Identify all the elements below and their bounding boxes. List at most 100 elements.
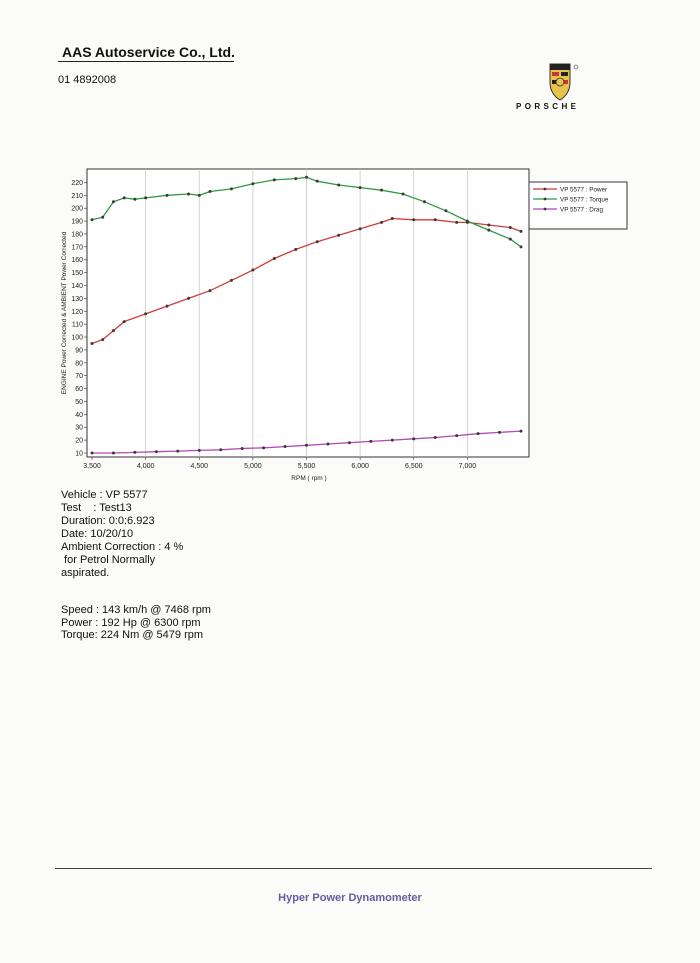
speed-stat: Speed : 143 km/h @ 7468 rpm xyxy=(61,604,211,616)
y-tick-label: 200 xyxy=(71,206,83,213)
drag-point xyxy=(476,432,480,436)
y-tick-label: 180 xyxy=(71,231,83,238)
torque-point xyxy=(401,192,405,196)
legend-marker-torque xyxy=(543,197,547,201)
drag-point xyxy=(412,437,416,441)
power-point xyxy=(315,240,319,244)
torque-point xyxy=(358,186,362,190)
x-tick-label: 5,500 xyxy=(298,463,316,470)
drag-point xyxy=(283,445,287,449)
y-tick-label: 110 xyxy=(72,322,83,329)
company-name: AAS Autoservice Co., Ltd. xyxy=(62,44,235,60)
y-tick-label: 120 xyxy=(71,309,83,316)
torque-point xyxy=(197,193,201,197)
torque-point xyxy=(508,237,512,241)
petrol-text: for Petrol Normally xyxy=(61,554,156,566)
torque-point xyxy=(187,192,191,196)
power-point xyxy=(337,233,341,237)
power-point xyxy=(358,227,362,231)
drag-point xyxy=(262,446,266,450)
y-axis-label: ENGINE Power Corrected & AMBIENT Power C… xyxy=(61,231,68,394)
torque-point xyxy=(122,196,126,200)
torque-point xyxy=(251,182,255,186)
drag-point xyxy=(197,448,201,452)
brand-wordmark: PORSCHE xyxy=(516,102,580,111)
torque-point xyxy=(229,187,233,191)
porsche-crest-icon xyxy=(512,62,608,112)
legend-marker-power xyxy=(543,187,547,191)
x-axis-label: RPM ( rpm ) xyxy=(291,475,326,482)
drag-point xyxy=(305,443,308,447)
drag-point xyxy=(90,451,94,455)
drag-point xyxy=(219,448,223,452)
torque-point xyxy=(133,197,137,201)
drag-point xyxy=(455,434,459,438)
test-name-text: Test : Test13 xyxy=(61,502,132,514)
company-underline xyxy=(58,61,234,62)
drag-point xyxy=(433,436,437,440)
drag-point xyxy=(326,442,330,446)
torque-point xyxy=(272,178,276,182)
x-tick-label: 5,000 xyxy=(244,463,262,470)
y-tick-label: 100 xyxy=(71,335,83,342)
drag-point xyxy=(176,449,180,453)
drag-point xyxy=(154,450,158,454)
legend-label-drag: VP 5577 : Drag xyxy=(560,206,603,213)
x-tick-label: 6,500 xyxy=(405,463,423,470)
y-tick-label: 10 xyxy=(75,451,83,458)
torque-point xyxy=(444,209,448,213)
x-tick-label: 4,000 xyxy=(137,463,155,470)
torque-point xyxy=(422,200,426,204)
y-tick-label: 30 xyxy=(75,425,83,432)
plot-area xyxy=(86,168,530,458)
legend: VP 5577 : Power VP 5577 : Torque VP 5577 :… xyxy=(528,181,628,230)
peak-stats: Speed : 143 km/h @ 7468 rpm Power : 192 … xyxy=(61,604,211,642)
vehicle-text: Vehicle : VP 5577 xyxy=(61,489,148,501)
power-point xyxy=(433,218,437,222)
y-axis-ticks: 10 20 30 40 50 60 70 80 90 100 110 120 130 140 150 160 1… xyxy=(71,180,87,458)
drag-point xyxy=(369,439,373,443)
drag-point xyxy=(347,441,351,445)
torque-point xyxy=(305,175,308,179)
aspirated-text: aspirated. xyxy=(61,567,110,579)
y-tick-label: 190 xyxy=(71,219,83,226)
torque-line xyxy=(91,176,522,248)
power-point xyxy=(229,278,233,282)
torque-stat: Torque: 224 Nm @ 5479 rpm xyxy=(61,629,204,641)
power-point xyxy=(508,226,512,230)
torque-point xyxy=(208,189,212,193)
y-tick-label: 150 xyxy=(71,270,83,277)
y-tick-label: 160 xyxy=(71,257,83,264)
drag-point xyxy=(240,446,244,450)
torque-point xyxy=(144,196,148,200)
power-point xyxy=(519,229,523,233)
y-tick-label: 140 xyxy=(71,283,83,290)
power-point xyxy=(272,256,276,260)
power-point xyxy=(294,247,298,251)
footer-title: Hyper Power Dynamometer xyxy=(278,892,422,904)
torque-point xyxy=(165,193,169,197)
drag-point xyxy=(498,430,502,434)
torque-point xyxy=(519,245,523,249)
torque-point xyxy=(294,177,298,181)
power-point xyxy=(390,217,394,221)
torque-point xyxy=(315,179,319,183)
torque-point xyxy=(337,183,341,187)
phone-number: 01 4892008 xyxy=(58,74,117,86)
power-point xyxy=(122,320,126,324)
power-stat: Power : 192 Hp @ 6300 rpm xyxy=(61,616,201,629)
ambient-correction-text: Ambient Correction : 4 % xyxy=(61,541,184,553)
torque-point xyxy=(487,228,491,232)
test-info: Vehicle : VP 5577 Test : Test13 Duration… xyxy=(61,489,183,580)
y-tick-label: 220 xyxy=(71,180,83,187)
y-tick-label: 170 xyxy=(71,244,83,251)
y-tick-label: 210 xyxy=(71,193,83,200)
y-tick-label: 90 xyxy=(75,347,83,354)
power-point xyxy=(455,220,459,224)
power-point xyxy=(380,220,384,224)
power-point xyxy=(251,268,255,272)
legend-label-power: VP 5577 : Power xyxy=(560,186,607,193)
date-text: Date: 10/20/10 xyxy=(61,528,134,540)
legend-marker-drag xyxy=(543,207,547,211)
